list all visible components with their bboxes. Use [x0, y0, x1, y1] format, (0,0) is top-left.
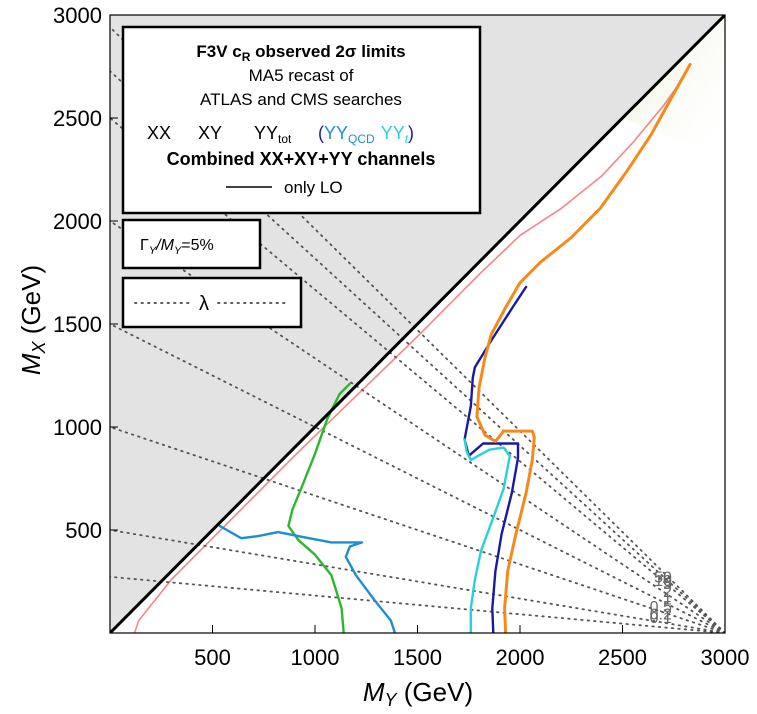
y-axis-label-unit: (GeV) [16, 265, 46, 342]
width-label-y2: Y [174, 245, 182, 257]
legend-parenthetical: (YYQCD YYt) [318, 123, 414, 146]
width-box-frame [121, 218, 262, 270]
y-ticks: 500 1000 1500 2000 2500 3000 [53, 3, 118, 543]
x-tick-label: 500 [194, 645, 231, 670]
lambda-label-10: 10 [654, 573, 672, 590]
x-tick-label: 2500 [598, 645, 647, 670]
x-tick-label: 1000 [291, 645, 340, 670]
x-tick-label: 1500 [393, 645, 442, 670]
legend-yyt-main: YY [381, 123, 405, 143]
width-label-value: =5% [181, 237, 213, 254]
legend-title: F3V cR observed 2σ limits [196, 42, 405, 64]
legend-yytot-main: YY [254, 123, 278, 143]
width-label-y: Y [149, 245, 157, 257]
curve-xx [133, 76, 685, 633]
legend-lo: only LO [284, 178, 343, 197]
curve-yy-qcd [218, 524, 397, 633]
x-tick-label: 2000 [496, 645, 545, 670]
legend-line2: MA5 recast of [249, 66, 354, 85]
lambda-lines [110, 26, 725, 633]
legend-line3: ATLAS and CMS searches [200, 90, 402, 109]
lambda-line-0p2 [110, 529, 725, 633]
lambda-label-50: 50 [654, 570, 672, 587]
lambda-line-0p1 [110, 575, 725, 633]
legend-yytot: YYtot [254, 123, 292, 146]
lambda-symbol: λ [199, 293, 209, 315]
curve-yy-t [463, 438, 511, 633]
legend-yyqcd-sub: QCD [348, 132, 375, 146]
y-axis-label-sub: X [29, 340, 49, 354]
lambda-label-1: 1 [663, 591, 672, 608]
legend-box [121, 25, 482, 215]
x-axis-label: MY (GeV) [363, 677, 473, 710]
width-label-m: /M [155, 237, 174, 254]
legend-xy: XY [198, 123, 222, 143]
width-label: ΓY/MY=5% [140, 237, 214, 257]
x-tick-label: 3000 [701, 645, 750, 670]
y-tick-label: 2500 [53, 106, 102, 131]
legend-paren-close: ) [408, 123, 414, 143]
legend-xx: XX [147, 123, 171, 143]
legend-combined: Combined XX+XY+YY channels [167, 149, 436, 169]
legend-yytot-sub: tot [278, 132, 292, 146]
y-tick-label: 1000 [53, 415, 102, 440]
y-tick-label: 1500 [53, 312, 102, 337]
lambda-line-10 [110, 70, 725, 633]
x-axis-label-main: M [363, 677, 385, 707]
curve-combined [475, 62, 692, 633]
lambda-box: λ [121, 276, 303, 329]
width-box: ΓY/MY=5% [121, 218, 262, 270]
y-tick-label: 500 [65, 518, 102, 543]
lambda-line-50 [110, 26, 725, 633]
limit-curves [133, 62, 692, 633]
lambda-label-0p5: 0.5 [650, 599, 672, 616]
y-axis-label-main: M [16, 353, 46, 375]
y-tick-label: 3000 [53, 3, 102, 28]
legend-title-sub: R [242, 50, 251, 64]
lambda-label-2: 2 [663, 584, 672, 601]
legend-yyt-sub: t [405, 132, 409, 146]
legend-title-main: F3V c [196, 42, 241, 61]
lambda-line-0p5 [110, 426, 725, 633]
x-axis-label-sub: Y [385, 690, 399, 710]
lambda-label-5: 5 [663, 576, 672, 593]
x-ticks: 500 1000 1500 2000 2500 3000 [194, 625, 749, 670]
y-axis-label: MX (GeV) [16, 265, 49, 375]
y-tick-label: 2000 [53, 209, 102, 234]
lambda-label-0p1: 0.1 [650, 610, 672, 627]
lambda-line-1 [110, 323, 725, 633]
curve-yy-tot [463, 285, 528, 633]
lambda-label-0p2: 0.2 [650, 606, 672, 623]
x-axis-label-unit: (GeV) [397, 677, 474, 707]
legend: F3V cR observed 2σ limits MA5 recast of … [121, 25, 482, 215]
legend-yyqcd-main: YY [324, 123, 348, 143]
width-label-gamma: Γ [140, 237, 149, 254]
diagonal-boundary [110, 15, 725, 633]
legend-title-rest: observed 2σ limits [250, 42, 405, 61]
legend-paren-open: ( [318, 123, 324, 143]
